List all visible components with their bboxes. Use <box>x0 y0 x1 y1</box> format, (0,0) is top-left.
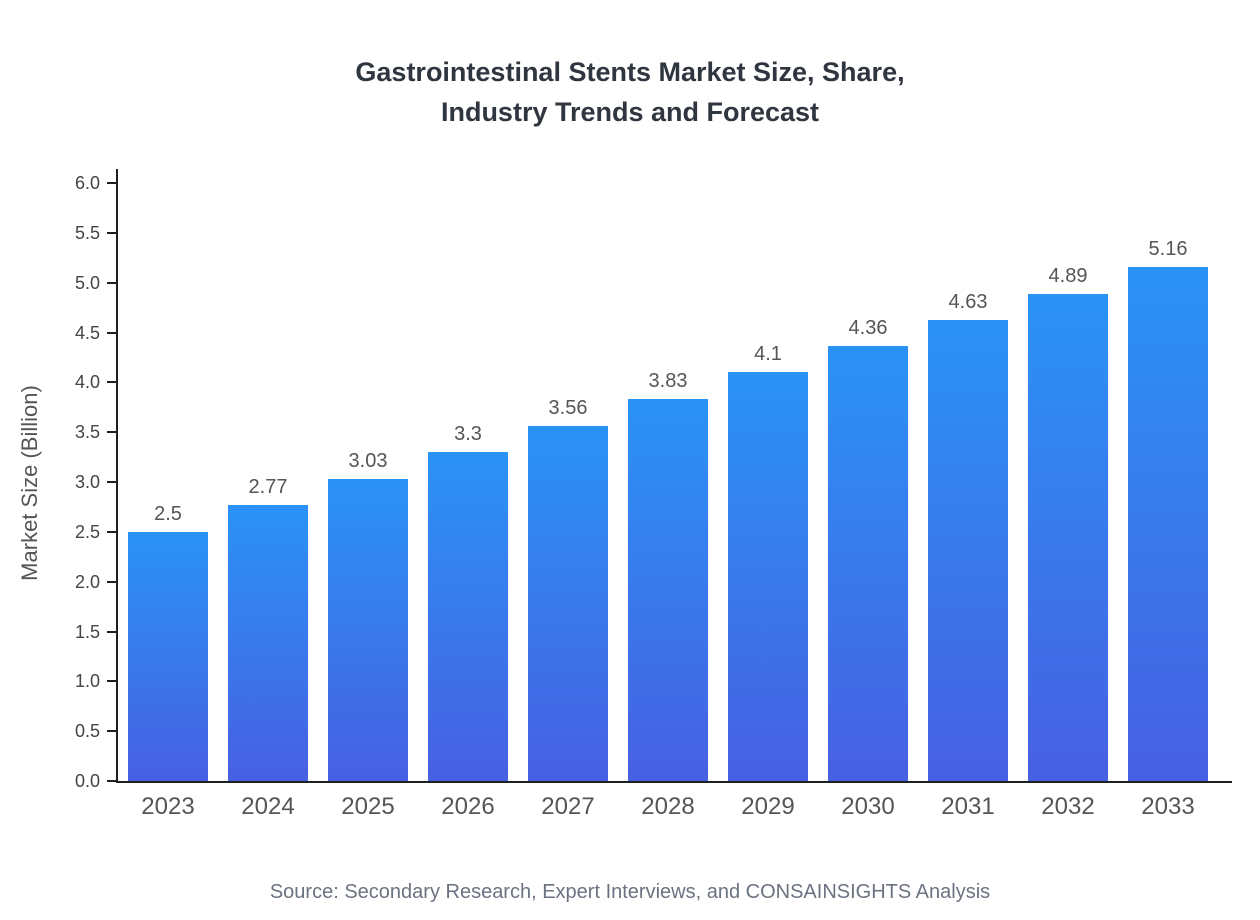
bar-value-label: 3.3 <box>454 423 482 446</box>
bar-slot: 4.36 <box>818 183 918 781</box>
y-tick-label: 3.0 <box>74 472 100 492</box>
bar[interactable] <box>828 346 908 781</box>
y-tick-mark <box>107 381 116 384</box>
y-tick-mark <box>107 530 116 533</box>
y-tick-mark <box>107 730 116 733</box>
y-tick-mark <box>107 481 116 483</box>
x-axis-tick-label: 2033 <box>1141 793 1195 820</box>
bar-slot: 3.3 <box>418 183 518 781</box>
bar[interactable] <box>228 504 308 781</box>
bar[interactable] <box>928 319 1008 781</box>
bar-slot: 3.56 <box>518 183 618 781</box>
bar-slot: 4.1 <box>718 183 818 781</box>
x-axis-tick-label: 2028 <box>641 793 695 820</box>
y-tick-mark <box>107 630 116 633</box>
x-axis-tick-label: 2030 <box>841 793 895 820</box>
bar[interactable] <box>128 531 208 781</box>
x-axis-line <box>116 781 1232 783</box>
bar-value-label: 3.83 <box>648 370 688 393</box>
bar-value-label: 4.36 <box>848 317 888 340</box>
x-axis-tick-label: 2032 <box>1041 793 1095 820</box>
y-tick-label: 4.0 <box>74 372 100 393</box>
chart-title-line1: Gastrointestinal Stents Market Size, Sha… <box>355 57 905 87</box>
bar-value-label: 3.03 <box>348 450 388 473</box>
bar-slot: 2.5 <box>118 183 218 781</box>
bar-value-label: 5.16 <box>1148 237 1188 260</box>
y-tick-label: 4.5 <box>74 322 100 343</box>
chart-title: Gastrointestinal Stents Market Size, Sha… <box>0 52 1260 132</box>
bar[interactable] <box>628 399 708 781</box>
source-caption: Source: Secondary Research, Expert Inter… <box>269 881 991 903</box>
y-tick-mark <box>107 780 116 782</box>
x-axis-labels: 2023 2024 2025 2026 2027 2028 2029 2030 2031 2032… <box>118 793 1218 821</box>
bar-value-label: 4.1 <box>754 343 782 366</box>
bar-slot: 3.03 <box>318 183 418 781</box>
bar[interactable] <box>1028 293 1108 781</box>
y-tick-mark <box>107 680 116 683</box>
x-axis-tick-label: 2023 <box>141 793 195 820</box>
y-tick-mark <box>107 431 116 434</box>
x-axis-tick-label: 2029 <box>741 793 795 820</box>
y-tick-mark <box>107 331 116 334</box>
bar-value-label: 4.63 <box>948 290 988 313</box>
y-tick-mark <box>107 182 116 184</box>
bar-slot: 5.16 <box>1118 183 1218 781</box>
y-tick-mark <box>107 231 116 234</box>
bar-value-label: 3.56 <box>548 397 588 420</box>
x-axis-tick-label: 2024 <box>241 793 295 820</box>
y-tick-mark <box>107 281 116 284</box>
x-axis-tick-label: 2031 <box>941 793 995 820</box>
chart-title-line2: Industry Trends and Forecast <box>440 97 820 127</box>
y-tick-label: 2.0 <box>74 571 100 592</box>
bar-slot: 3.83 <box>618 183 718 781</box>
bar-slot: 2.77 <box>218 183 318 781</box>
bar[interactable] <box>1128 266 1208 781</box>
bar[interactable] <box>328 479 408 781</box>
y-axis-label: Market Size (Billion) <box>17 385 42 581</box>
y-axis-line <box>116 169 118 781</box>
y-tick-label: 5.0 <box>74 272 100 293</box>
y-tick-label: 1.0 <box>74 671 100 692</box>
bar[interactable] <box>528 426 608 781</box>
bars-container: 2.5 2.77 3.03 3.3 3.56 3.83 4.1 4.36 4.63 4.89 5.1… <box>118 183 1218 781</box>
x-axis-tick-label: 2026 <box>441 793 495 820</box>
plot-area: 0.0 0.5 1.0 1.5 2.0 2.5 3.0 3.5 4.0 4.5 5.0 5.5 6.0 … <box>75 169 1232 820</box>
y-tick-label: 0.5 <box>74 721 100 742</box>
bar-value-label: 2.77 <box>248 475 288 498</box>
y-tick-label: 2.5 <box>74 521 100 542</box>
y-tick-label: 3.5 <box>74 422 100 443</box>
y-tick-mark <box>107 580 116 583</box>
y-tick-label: 5.5 <box>74 222 100 243</box>
y-tick-label: 0.0 <box>74 771 100 791</box>
bar-slot: 4.63 <box>918 183 1018 781</box>
bar[interactable] <box>728 372 808 781</box>
y-tick-label: 6.0 <box>74 173 100 193</box>
y-tick-label: 1.5 <box>74 621 100 642</box>
bar-value-label: 4.89 <box>1048 264 1088 287</box>
x-axis-tick-label: 2025 <box>341 793 395 820</box>
bar-slot: 4.89 <box>1018 183 1118 781</box>
bar-value-label: 2.5 <box>154 502 182 525</box>
x-axis-tick-label: 2027 <box>541 793 595 820</box>
bar[interactable] <box>428 452 508 781</box>
